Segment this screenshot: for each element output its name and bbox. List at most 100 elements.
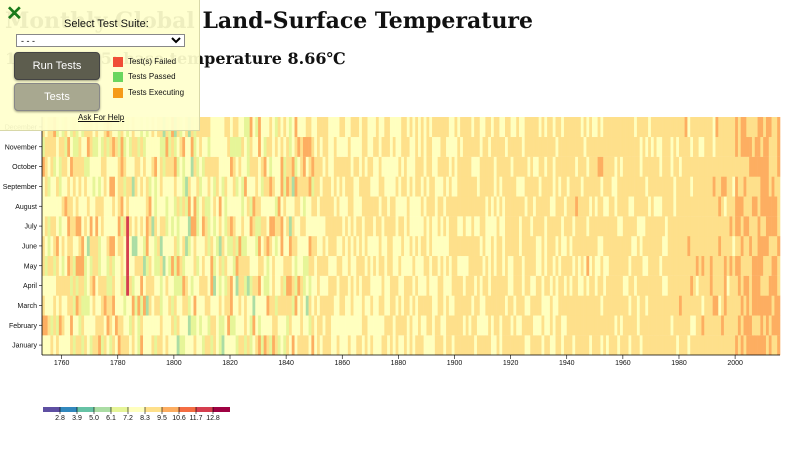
heatmap-cell <box>280 275 284 296</box>
test-suite-select[interactable]: - - - <box>16 34 185 47</box>
heatmap-cell <box>333 255 337 276</box>
heatmap-cell <box>684 196 688 217</box>
heatmap-cell <box>659 156 663 177</box>
heatmap-cell <box>53 236 57 257</box>
run-tests-button[interactable]: Run Tests <box>14 52 100 80</box>
heatmap-cell <box>89 315 93 336</box>
heatmap-cell <box>726 117 730 138</box>
heatmap-cell <box>631 315 635 336</box>
heatmap-cell <box>460 117 464 138</box>
heatmap-cell <box>420 136 424 157</box>
heatmap-cell <box>746 136 750 157</box>
heatmap-cell <box>64 275 68 296</box>
close-icon[interactable]: ✕ <box>6 3 23 25</box>
heatmap-cell <box>204 136 208 157</box>
heatmap-cell <box>634 236 638 257</box>
heatmap-cell <box>676 216 680 237</box>
heatmap-cell <box>664 295 669 316</box>
heatmap-cell <box>552 117 556 138</box>
heatmap-cell <box>277 236 281 257</box>
heatmap-cell <box>193 216 197 237</box>
heatmap-cell <box>502 117 506 138</box>
heatmap-cell <box>774 295 778 316</box>
heatmap-cell <box>342 275 346 296</box>
heatmap-cell <box>721 315 725 336</box>
heatmap-cell <box>131 295 135 316</box>
heatmap-cell <box>370 196 374 217</box>
heatmap-cell <box>488 295 492 316</box>
heatmap-cell <box>61 275 65 296</box>
heatmap-cell <box>92 295 96 316</box>
legend-swatch <box>43 407 60 412</box>
heatmap-cell <box>182 275 186 296</box>
heatmap-cell <box>286 255 290 276</box>
heatmap-cell <box>347 216 351 237</box>
heatmap-cell <box>244 196 248 217</box>
heatmap-cell <box>103 176 107 197</box>
heatmap-cell <box>325 216 329 237</box>
heatmap-cell <box>493 196 497 217</box>
heatmap-cell <box>718 196 722 217</box>
ask-for-help-link[interactable]: Ask For Help <box>78 113 125 122</box>
heatmap-cell <box>586 176 590 197</box>
heatmap-cell <box>735 136 739 157</box>
heatmap-cell <box>639 156 643 177</box>
heatmap-cell <box>465 196 469 217</box>
heatmap-cell <box>707 315 711 336</box>
heatmap-cell <box>566 156 570 177</box>
heatmap-cell <box>100 136 105 157</box>
heatmap-cell <box>345 236 349 257</box>
heatmap-cell <box>423 295 427 316</box>
heatmap-cell <box>302 156 307 177</box>
heatmap-cell <box>350 236 354 257</box>
tests-button[interactable]: Tests <box>14 83 100 111</box>
heatmap-cell <box>418 196 422 217</box>
heatmap-cell <box>718 216 722 237</box>
heatmap-cell <box>754 117 758 138</box>
heatmap-cell <box>493 255 497 276</box>
heatmap-cell <box>575 196 579 217</box>
heatmap-cell <box>403 335 408 356</box>
heatmap-cell <box>583 275 587 296</box>
heatmap-cell <box>227 156 231 177</box>
heatmap-cell <box>227 315 231 336</box>
heatmap-cell <box>64 335 68 356</box>
y-tick-label: January <box>12 343 37 350</box>
heatmap-cell <box>333 156 337 177</box>
heatmap-cell <box>145 275 149 296</box>
heatmap-cell <box>648 156 652 177</box>
heatmap-cell <box>707 176 711 197</box>
heatmap-cell <box>339 295 343 316</box>
heatmap-cell <box>490 236 495 257</box>
heatmap-cell <box>614 236 618 257</box>
heatmap-cell <box>403 315 408 336</box>
heatmap-cell <box>561 117 565 138</box>
heatmap-cell <box>521 335 525 356</box>
heatmap-cell <box>120 275 124 296</box>
heatmap-cell <box>583 295 587 316</box>
heatmap-cell <box>112 136 116 157</box>
heatmap-cell <box>162 255 166 276</box>
heatmap-cell <box>361 136 365 157</box>
heatmap-cell <box>370 176 374 197</box>
heatmap-cell <box>81 255 85 276</box>
heatmap-cell <box>218 176 222 197</box>
heatmap-cell <box>75 156 79 177</box>
heatmap-cell <box>199 315 203 336</box>
heatmap-cell <box>375 216 380 237</box>
heatmap-cell <box>690 156 694 177</box>
heatmap-cell <box>634 196 638 217</box>
heatmap-cell <box>364 156 368 177</box>
heatmap-cell <box>58 176 62 197</box>
y-tick-label: May <box>24 263 38 270</box>
heatmap-cell <box>409 295 413 316</box>
heatmap-cell <box>67 275 71 296</box>
heatmap-cell <box>465 117 469 138</box>
heatmap-cell <box>322 216 326 237</box>
heatmap-cell <box>238 176 242 197</box>
heatmap-cell <box>252 216 256 237</box>
heatmap-cell <box>549 275 554 296</box>
heatmap-cell <box>465 136 469 157</box>
heatmap-cell <box>432 255 436 276</box>
heatmap-cell <box>555 236 559 257</box>
